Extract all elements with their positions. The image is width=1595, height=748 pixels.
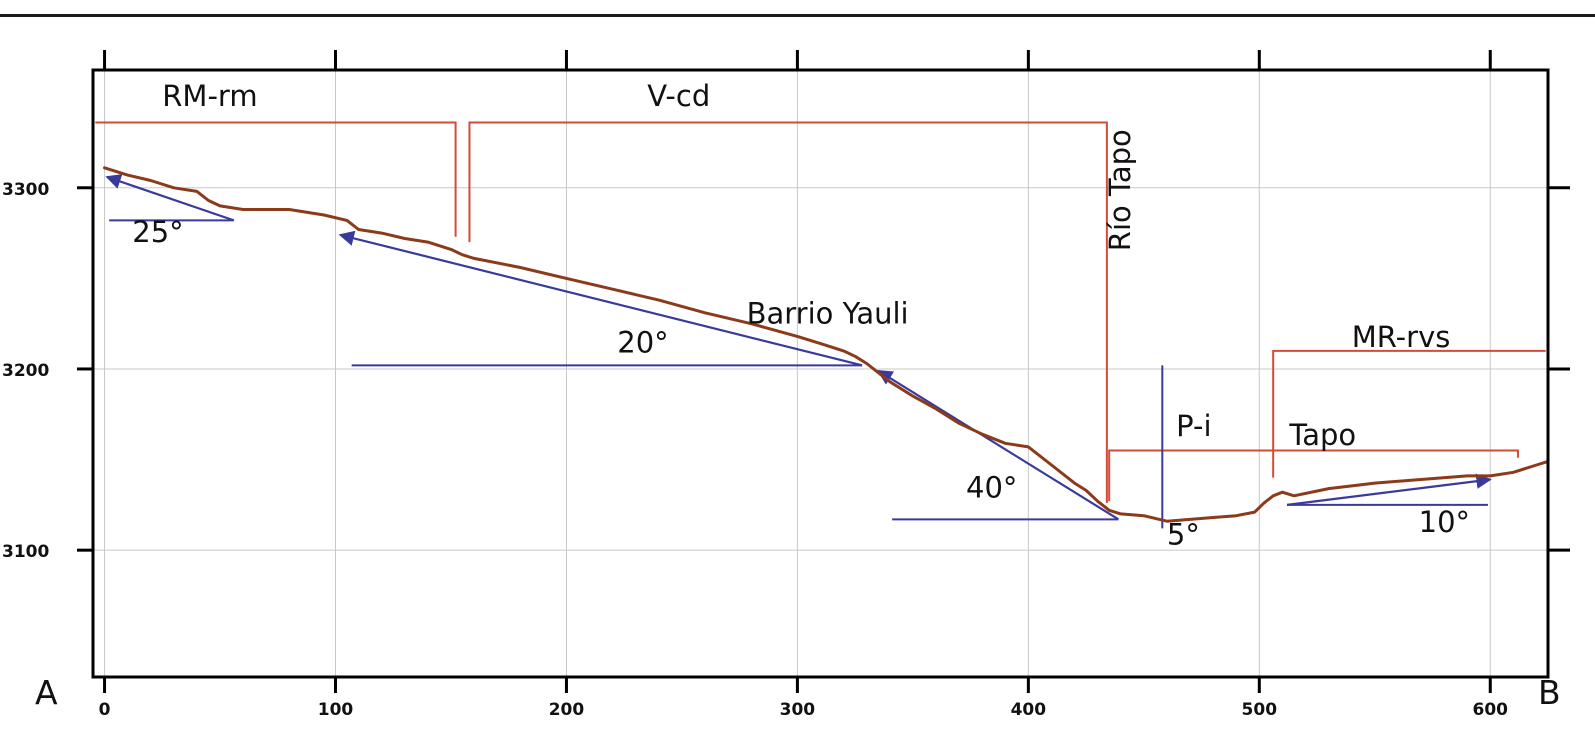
top-frame-line — [0, 14, 1595, 17]
annotation-0: Barrio Yauli — [747, 297, 909, 331]
x-tick-label-2: 200 — [549, 700, 585, 720]
slope-arrow-1 — [338, 230, 863, 367]
annotation-4: 20° — [617, 326, 668, 360]
unit-label-0: RM-rm — [162, 79, 257, 113]
axis-ticks: 0 100 200 300 400 500 600 3100 3200 3300 — [2, 50, 1570, 720]
y-tick-label-2: 3300 — [2, 180, 49, 200]
unit-boundary-3 — [1272, 349, 1546, 478]
unit-label-2: Tapo — [1288, 418, 1356, 452]
unit-label-1: V-cd — [647, 79, 710, 113]
unit-label-3: MR-rvs — [1352, 320, 1451, 354]
slope-arrow-2 — [876, 369, 1120, 521]
annotation-6: 5° — [1167, 518, 1200, 552]
unit-boundaries — [95, 121, 1546, 504]
x-tick-label-1: 100 — [318, 700, 354, 720]
series-layer — [103, 166, 1550, 523]
plot-frame — [91, 68, 1550, 679]
annotation-7: 10° — [1419, 505, 1470, 539]
annotation-3: 25° — [132, 215, 183, 249]
x-tick-label-4: 400 — [1011, 700, 1047, 720]
unit-boundary-2 — [1108, 449, 1519, 502]
annotation-labels: RM-rm V-cd Tapo MR-rvs Barrio Yauli Río Tapo P… — [132, 79, 1470, 551]
profile-end-label: B — [1538, 673, 1561, 712]
unit-boundary-0 — [95, 121, 457, 237]
x-tick-label-6: 600 — [1473, 700, 1509, 720]
x-tick-label-5: 500 — [1242, 700, 1278, 720]
annotation-5: 40° — [966, 471, 1017, 505]
annotation-2: P-i — [1176, 409, 1211, 443]
slope-arrow-3 — [1286, 473, 1492, 506]
x-tick-label-3: 300 — [780, 700, 816, 720]
gridlines — [93, 70, 1548, 677]
profile-start-label: A — [35, 673, 58, 712]
unit-boundary-1 — [468, 121, 1108, 504]
x-tick-label-0: 0 — [99, 700, 111, 720]
y-tick-label-0: 3100 — [2, 542, 49, 562]
slope-markers — [105, 174, 1492, 529]
annotation-1: Río Tapo — [1103, 129, 1137, 251]
series-line-0 — [103, 166, 1550, 523]
y-tick-label-1: 3200 — [2, 361, 49, 381]
slope-arrow-0 — [105, 174, 235, 222]
